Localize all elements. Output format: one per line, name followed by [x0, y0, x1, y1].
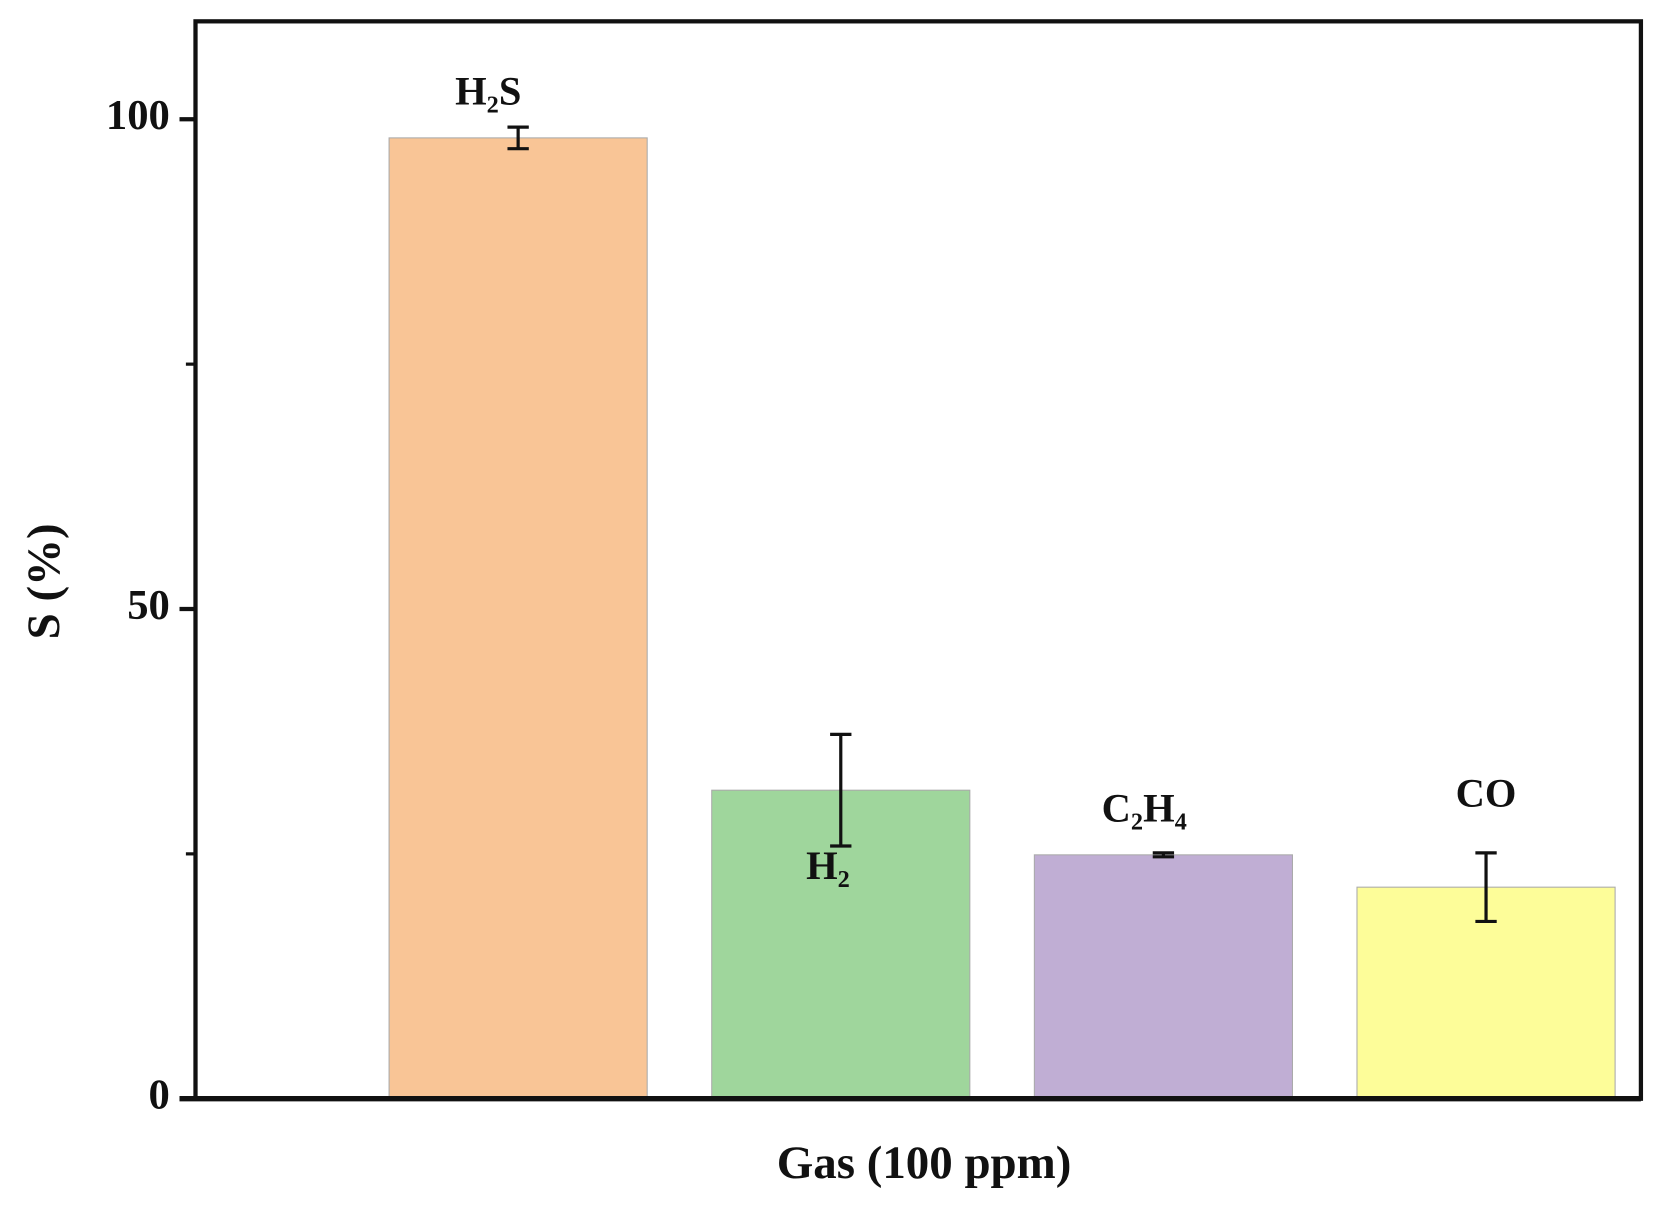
bar-label: H₂: [806, 843, 850, 888]
error-bar: [1152, 851, 1175, 859]
error-bar: [1475, 851, 1497, 924]
y-tick-label: 100: [106, 92, 170, 139]
bar-label: H₂S: [455, 68, 521, 113]
error-bar: [830, 732, 852, 848]
bar: [388, 137, 648, 1100]
error-bar: [507, 125, 529, 151]
y-axis-label: S (%): [18, 523, 70, 639]
x-axis-label: Gas (100 ppm): [777, 1137, 1072, 1189]
bar-label: CO: [1456, 771, 1517, 816]
bar: [1033, 854, 1293, 1100]
bar-label: C₂H₄: [1102, 786, 1187, 831]
y-tick-label: 50: [127, 582, 170, 629]
y-tick-label: 0: [149, 1072, 170, 1119]
